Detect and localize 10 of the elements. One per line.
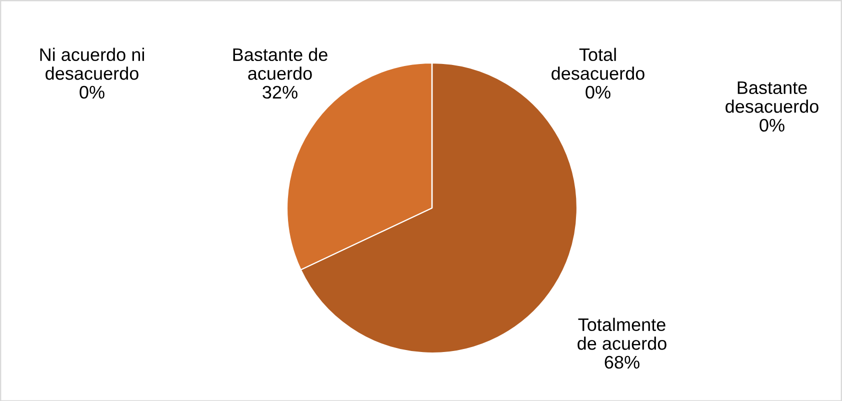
- category-label: Total desacuerdo: [552, 48, 644, 80]
- category-label: Ni acuerdo ni desacuerdo: [40, 48, 144, 80]
- data-label: 32%: [262, 86, 298, 99]
- text: 0%: [760, 118, 784, 132]
- text: 0%: [586, 86, 610, 99]
- slice-label: Totalmente de acuerdo: [578, 318, 666, 350]
- data-label: 68%: [604, 356, 640, 369]
- category-label: Bastante desacuerdo: [726, 81, 818, 113]
- slice-label: Bastante de acuerdo: [233, 48, 328, 80]
- text: 0%: [80, 86, 104, 99]
